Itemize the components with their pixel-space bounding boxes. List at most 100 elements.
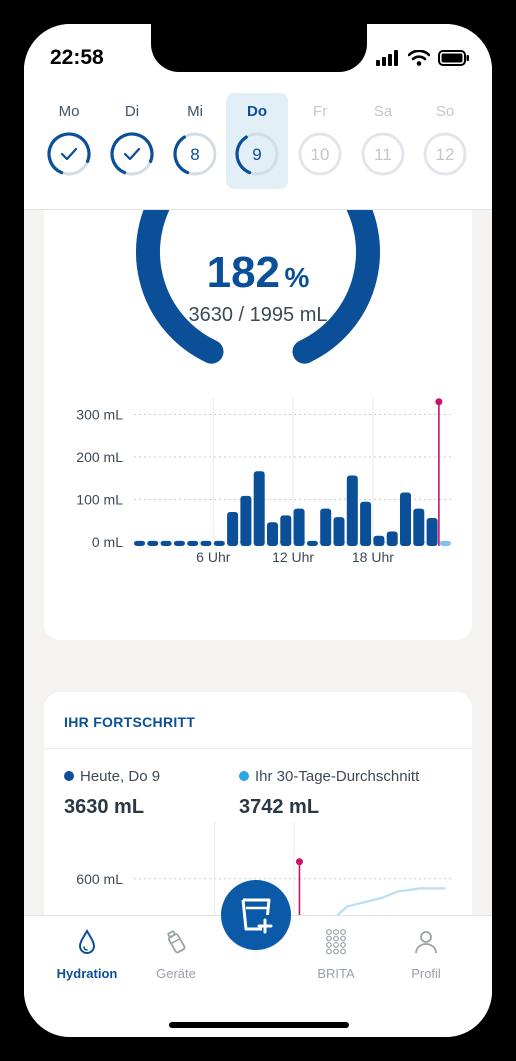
hourly-intake-chart: 0 mL 100 mL 200 mL 300 mL 6 Uhr 12 Uhr 18 Uhr — [76, 398, 454, 565]
y-tick-label: 400 mL — [76, 913, 123, 916]
ring-track — [423, 132, 467, 176]
legend-average: Ihr 30-Tage-Durchschnitt — [239, 768, 419, 785]
dot — [333, 942, 339, 948]
hour-bar — [213, 540, 225, 546]
day-mi[interactable]: Mi 8 — [164, 93, 226, 189]
hour-bar — [227, 512, 239, 546]
phone-screen: 22:58 Mo Di Mi 8 Do 9 Fr 10 Sa 11 So 12 — [24, 24, 492, 1037]
legend-label-today: Heute, Do 9 — [80, 768, 161, 785]
hour-bar — [333, 517, 345, 546]
dot — [326, 929, 332, 935]
dot — [326, 948, 332, 955]
water-drop-icon — [78, 928, 96, 954]
y-tick-label: 0 mL — [92, 534, 123, 550]
y-tick-label: 300 mL — [76, 407, 123, 423]
ring-track — [361, 132, 405, 176]
day-so[interactable]: So 12 — [414, 93, 476, 189]
legend-today: Heute, Do 9 — [64, 768, 160, 785]
notch — [151, 24, 367, 72]
tab-label-hydration: Hydration — [56, 966, 118, 981]
hour-bar — [360, 501, 372, 546]
intake-amount: 3630 / 1995 mL — [188, 304, 328, 326]
tab-hydration[interactable]: Hydration — [47, 928, 127, 981]
x-tick-label: 6 Uhr — [196, 549, 231, 565]
x-tick-label: 12 Uhr — [272, 549, 314, 565]
day-fr[interactable]: Fr 10 — [289, 93, 351, 189]
tab-profile[interactable]: Profil — [386, 928, 466, 981]
divider — [44, 748, 472, 749]
day-mo[interactable]: Mo — [38, 93, 100, 189]
ring-fill — [47, 132, 91, 175]
dot — [333, 929, 339, 935]
average-total-value: 3742 mL — [239, 796, 320, 818]
day-number: 10 — [311, 145, 330, 164]
person-icon — [415, 931, 437, 954]
hour-bar — [173, 540, 185, 546]
tab-label-profile: Profil — [411, 966, 441, 981]
now-marker-dot — [295, 858, 303, 866]
tab-label-devices: Geräte — [156, 966, 196, 981]
hour-bar — [386, 531, 398, 546]
hour-bar — [293, 508, 305, 546]
dot — [340, 935, 346, 942]
day-number: 12 — [436, 145, 455, 164]
day-sa[interactable]: Sa 11 — [352, 93, 414, 189]
day-progress-ring: 9 — [235, 132, 279, 176]
progress-card: IHR FORTSCHRITT Heute, Do 9 3630 mL Ihr … — [44, 692, 472, 916]
progress-title: IHR FORTSCHRITT — [64, 714, 196, 730]
now-marker-dot — [435, 398, 443, 406]
add-drink-button[interactable] — [221, 880, 291, 950]
status-time: 22:58 — [50, 46, 104, 69]
hour-bar — [306, 540, 318, 546]
hour-bar — [187, 540, 199, 546]
percent-display: 182 % — [44, 248, 472, 298]
check-icon — [60, 147, 78, 161]
day-do[interactable]: Do 9 — [226, 93, 288, 189]
ring-fill — [173, 135, 190, 175]
signal-icon — [376, 50, 398, 66]
check-icon — [123, 147, 141, 161]
day-label: Fr — [312, 103, 328, 120]
hour-bar — [240, 495, 252, 546]
ring-fill — [235, 135, 252, 175]
ring-track — [298, 132, 342, 176]
day-label: Mo — [58, 103, 80, 120]
home-indicator — [169, 1022, 349, 1028]
tab-devices[interactable]: Geräte — [136, 928, 216, 981]
hour-bar — [280, 515, 292, 546]
hour-bar — [413, 508, 425, 546]
hour-bar — [439, 540, 451, 546]
y-tick-label: 100 mL — [76, 492, 123, 508]
day-di[interactable]: Di — [101, 93, 163, 189]
day-label: Mi — [187, 103, 203, 120]
day-label: Do — [247, 103, 267, 120]
hour-bar — [253, 471, 265, 546]
content-scroll[interactable]: 182 % 3630 / 1995 mL 0 mL 100 mL 200 mL 300… — [24, 210, 492, 916]
day-selector: Mo Di Mi 8 Do 9 Fr 10 Sa 11 So 12 — [24, 86, 492, 210]
day-number: 8 — [190, 145, 199, 164]
status-icons — [376, 50, 470, 66]
day-progress-ring: 12 — [423, 132, 467, 176]
percent-sign: % — [284, 262, 310, 293]
y-tick-label: 600 mL — [76, 871, 123, 887]
hour-bar — [160, 540, 172, 546]
dot — [340, 929, 346, 935]
tab-brita[interactable]: BRITA — [296, 928, 376, 981]
day-progress-ring — [47, 132, 91, 176]
day-progress-ring: 8 — [173, 132, 217, 176]
day-label: Sa — [373, 103, 393, 120]
day-progress-ring — [110, 132, 154, 176]
ring-fill — [110, 132, 154, 175]
day-number: 11 — [374, 145, 392, 164]
day-label: Di — [124, 103, 140, 120]
hour-bar — [346, 475, 358, 546]
hour-bar — [426, 517, 438, 546]
progress-gauge — [136, 210, 380, 364]
hour-bar — [320, 508, 332, 546]
add-glass-icon — [241, 898, 273, 934]
tab-label-brita: BRITA — [317, 966, 355, 981]
dot — [333, 948, 339, 955]
dot — [326, 942, 332, 948]
hour-bar — [400, 492, 411, 546]
